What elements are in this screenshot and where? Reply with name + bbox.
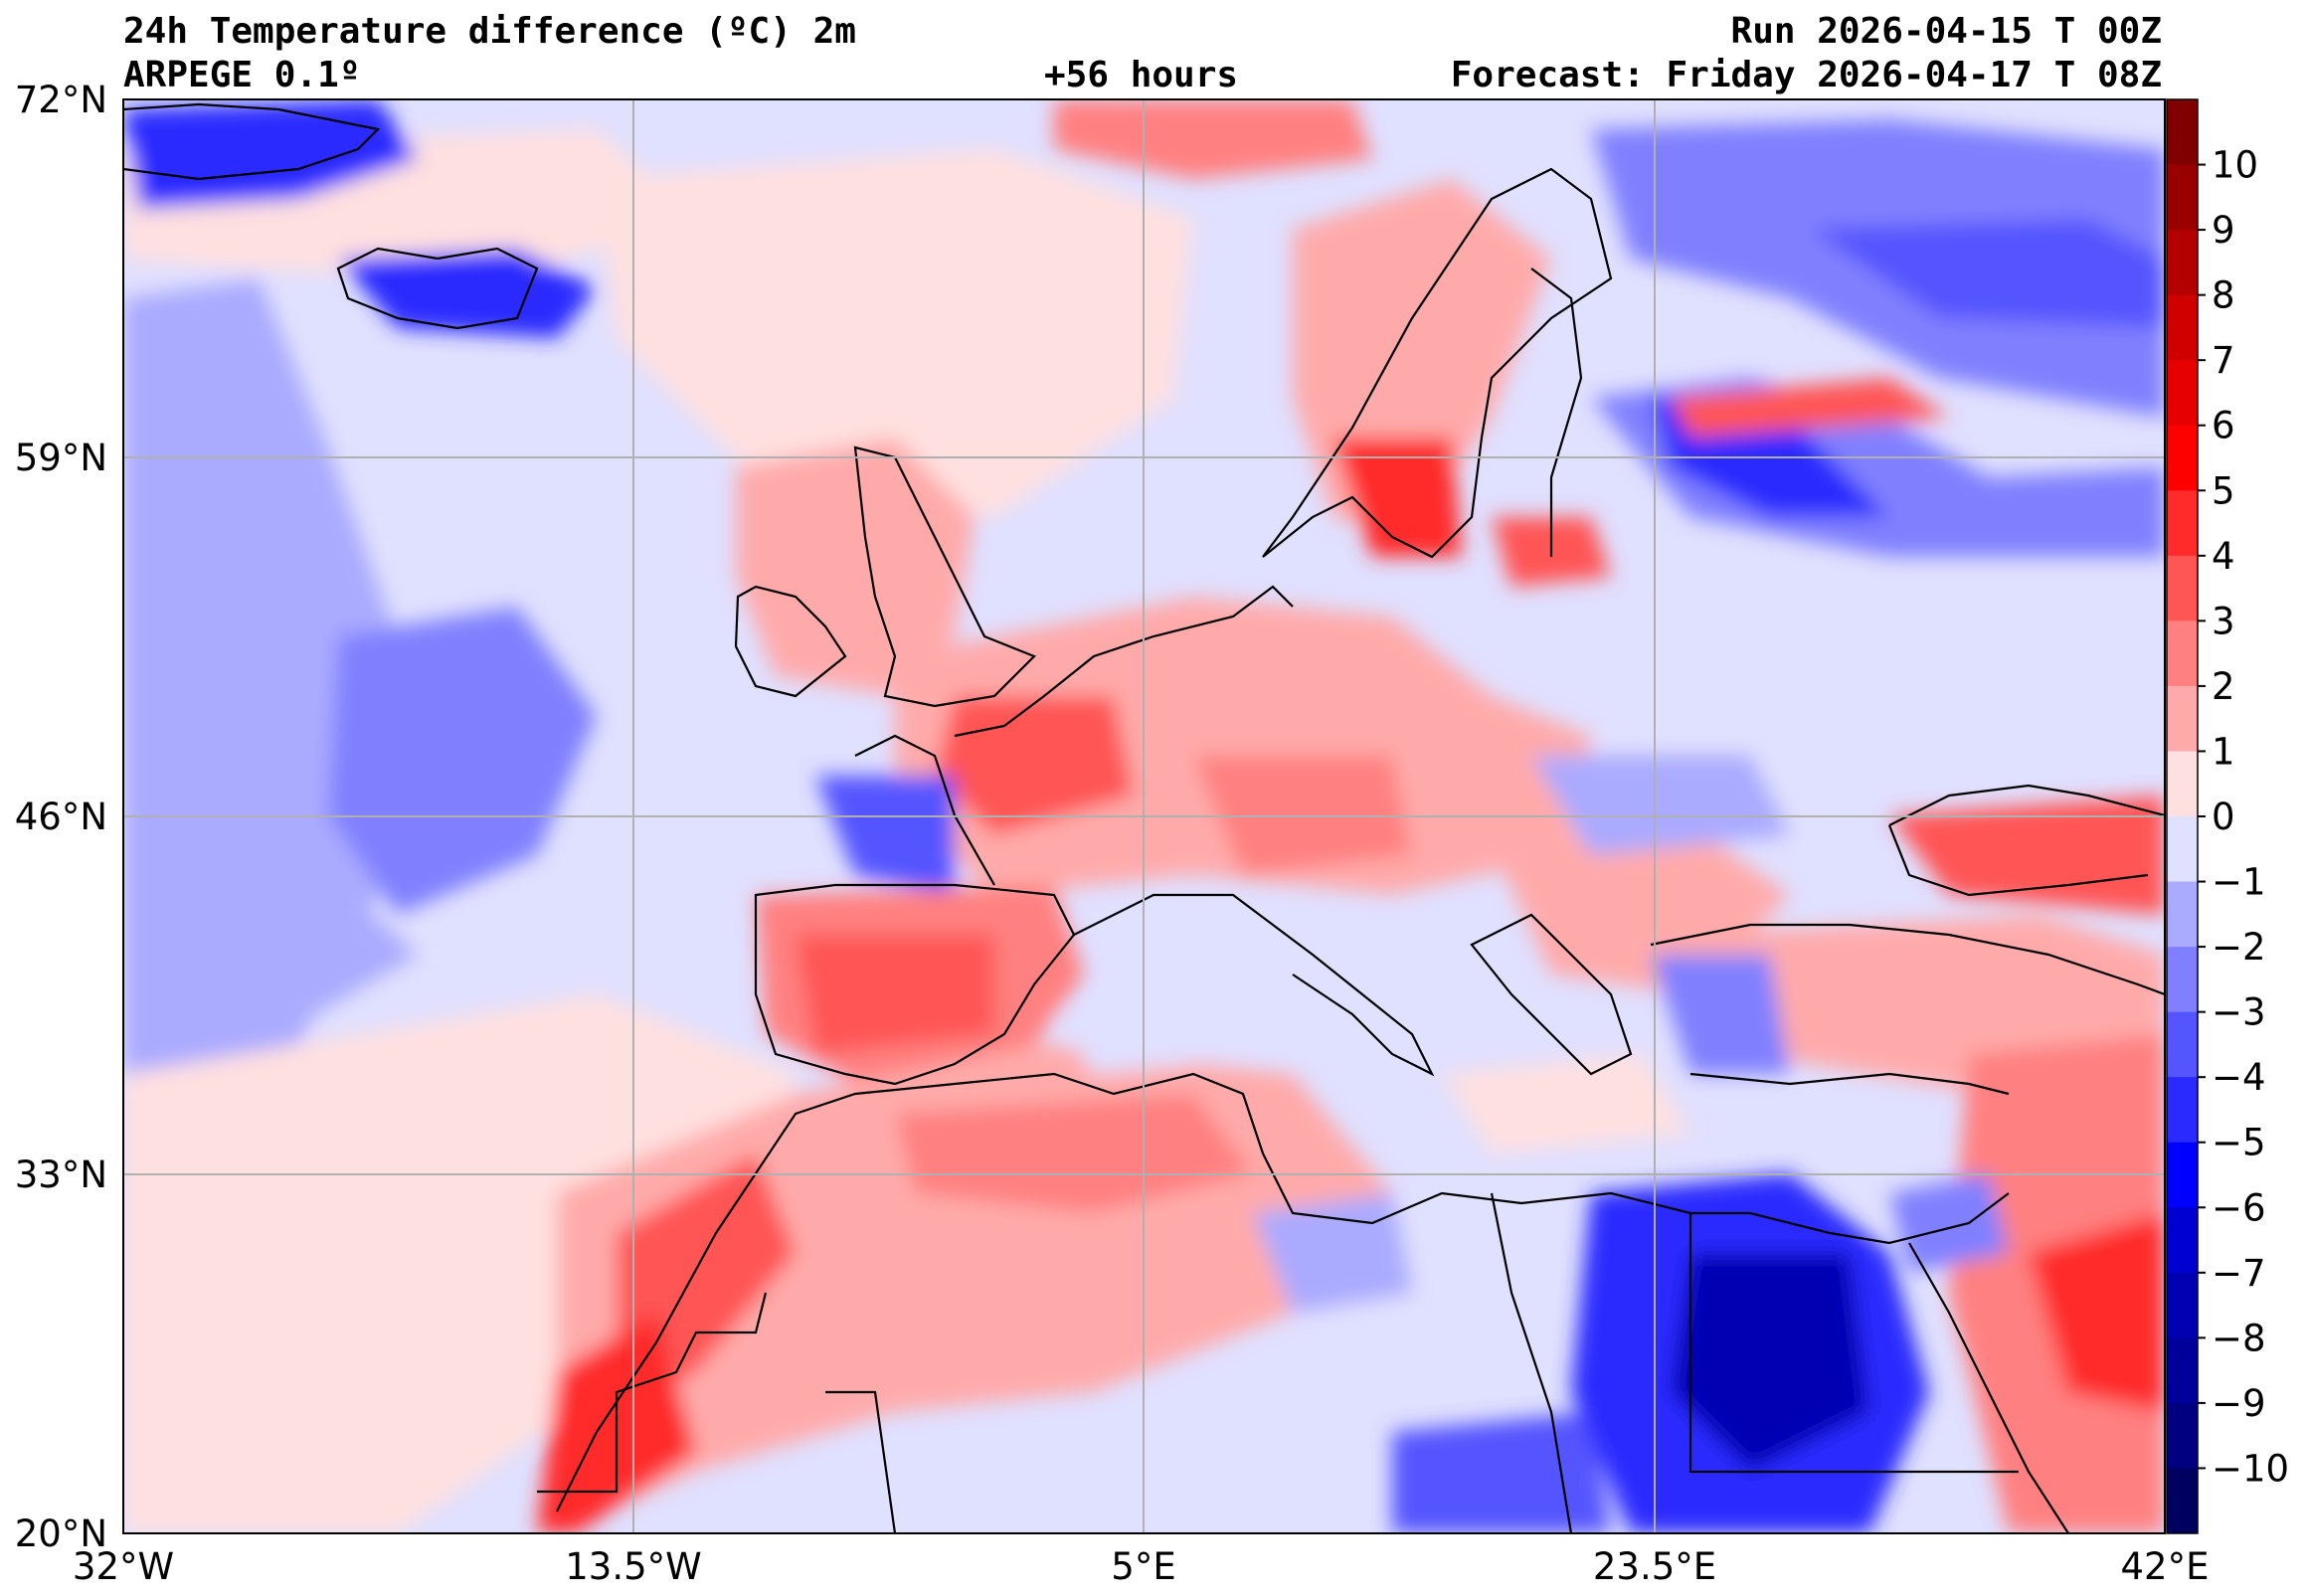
- colorbar-segment: [2167, 1207, 2198, 1274]
- colorbar-tick-label: 0: [2212, 796, 2235, 838]
- black-sea-south: [1887, 824, 2149, 897]
- colorbar-segment: [2167, 1468, 2198, 1534]
- colorbar-tick-label: −7: [2212, 1252, 2266, 1295]
- chart-title: 24h Temperature difference (ºC) 2m: [123, 11, 856, 52]
- egypt-border: [1688, 1213, 2019, 1474]
- lon-labels: 32°W 13.5°W 5°E 23.5°E 42°E: [73, 1545, 2210, 1588]
- coastlines: [123, 102, 2165, 1533]
- colorbar-tick-label: −10: [2212, 1447, 2289, 1490]
- western-sahara-border: [537, 1292, 768, 1494]
- turkey-north-coast: [1650, 923, 2165, 996]
- colorbar-tick-label: −2: [2212, 926, 2266, 969]
- forecast-label: Forecast: Friday 2026-04-17 T 08Z: [1450, 55, 2162, 95]
- lon-label: 32°W: [73, 1545, 174, 1588]
- lat-label: 20°N: [15, 1512, 107, 1555]
- model-label: ARPEGE 0.1º: [123, 55, 361, 95]
- red-sea-coast: [1908, 1242, 2069, 1533]
- colorbar-tick-label: −3: [2212, 991, 2266, 1034]
- biscay-coast: [854, 734, 995, 886]
- colorbar-segment: [2167, 947, 2198, 1013]
- colorbar-tick-label: −6: [2212, 1186, 2266, 1229]
- colorbar-segment: [2167, 685, 2198, 752]
- ireland-coast: [734, 585, 847, 698]
- lat-label: 59°N: [15, 437, 107, 479]
- lat-label: 72°N: [15, 79, 107, 121]
- iceland-coast: [336, 247, 539, 330]
- colorbar-tick-label: 3: [2212, 600, 2235, 642]
- colorbar-segment: [2167, 1077, 2198, 1144]
- colorbar: [2166, 98, 2199, 1534]
- colorbar-tick-label: −5: [2212, 1122, 2266, 1164]
- lon-label: 13.5°W: [565, 1545, 701, 1588]
- colorbar-tick-label: −4: [2212, 1056, 2266, 1099]
- lon-label: 5°E: [1111, 1545, 1175, 1588]
- colorbar-segment: [2167, 360, 2198, 427]
- colorbar-tick-label: 8: [2212, 274, 2235, 317]
- colorbar-tick-label: 6: [2212, 405, 2235, 447]
- turkey-south-coast: [1689, 1072, 2010, 1096]
- britain-coast: [853, 445, 1036, 708]
- colorbar-tick-label: 2: [2212, 665, 2235, 708]
- lat-label: 33°N: [15, 1153, 107, 1196]
- colorbar-segment: [2167, 99, 2198, 166]
- colorbar-tick-label: 10: [2212, 144, 2258, 187]
- colorbar-tick-label: 4: [2212, 535, 2235, 578]
- baltic-coast: [1530, 267, 1583, 557]
- colorbar-segment: [2167, 1142, 2198, 1208]
- colorbar-tick-label: −8: [2212, 1317, 2266, 1359]
- colorbar-segment: [2167, 230, 2198, 296]
- colorbar-segment: [2167, 490, 2198, 557]
- scandinavia-coast: [1262, 167, 1613, 559]
- colorbar-segment: [2167, 1402, 2198, 1469]
- colorbar-segment: [2167, 1011, 2198, 1078]
- anomaly-field: [123, 99, 2165, 1533]
- colorbar-segment: [2167, 1272, 2198, 1338]
- run-label: Run 2026-04-15 T 00Z: [1730, 11, 2162, 52]
- colorbar-tick-label: −9: [2212, 1382, 2266, 1425]
- colorbar-segment: [2167, 1337, 2198, 1404]
- colorbar-segment: [2167, 816, 2198, 883]
- colorbar-tick-label: −1: [2212, 861, 2266, 904]
- colorbar-tick-label: 7: [2212, 339, 2235, 382]
- black-sea-north: [1888, 784, 2165, 826]
- colorbar-segment: [2167, 555, 2198, 621]
- lon-label: 42°E: [2121, 1545, 2210, 1588]
- north-coast: [954, 585, 1294, 738]
- map-frame: [122, 98, 2166, 1534]
- greece-coast: [1470, 913, 1633, 1076]
- colorbar-tick-label: 9: [2212, 209, 2235, 252]
- mauritania-border: [825, 1390, 897, 1533]
- colorbar-segment: [2167, 294, 2198, 361]
- gridlines: [123, 99, 2165, 1533]
- colorbar-tick-label: 5: [2212, 469, 2235, 512]
- libya-border: [1490, 1192, 1573, 1533]
- lead-time-label: +56 hours: [1044, 55, 1239, 95]
- colorbar-segment: [2167, 164, 2198, 231]
- italy-coast: [1073, 893, 1435, 1077]
- colorbar-segment: [2167, 881, 2198, 948]
- greenland-coast: [123, 102, 381, 181]
- colorbar-segment: [2167, 621, 2198, 687]
- lon-label: 23.5°E: [1593, 1545, 1716, 1588]
- colorbar-segment: [2167, 425, 2198, 491]
- lat-label: 46°N: [15, 796, 107, 838]
- colorbar-segment: [2167, 751, 2198, 817]
- lat-labels: 72°N 59°N 46°N 33°N 20°N: [15, 79, 107, 1555]
- colorbar-tick-label: 1: [2212, 730, 2235, 773]
- iberia-coast: [754, 883, 1076, 1086]
- north-africa-coast: [556, 1072, 2010, 1512]
